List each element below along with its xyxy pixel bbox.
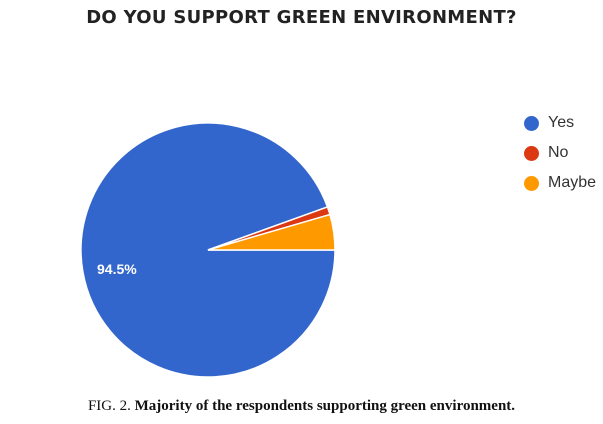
chart-legend: Yes No Maybe: [524, 108, 596, 198]
pie-slice-maybe[interactable]: [207, 213, 336, 251]
legend-item-yes[interactable]: Yes: [524, 108, 596, 138]
legend-label-no: No: [548, 144, 569, 161]
figure-caption: FIG. 2. Majority of the respondents supp…: [0, 398, 603, 415]
pie-slices: [80, 122, 336, 378]
legend-label-yes: Yes: [548, 114, 575, 131]
legend-label-maybe: Maybe: [548, 174, 597, 191]
legend-item-no[interactable]: No: [524, 138, 596, 168]
legend-swatch-maybe: [524, 175, 539, 191]
legend-swatch-yes: [524, 115, 539, 131]
figure-caption-text: Majority of the respondents supporting g…: [134, 398, 516, 414]
figure-caption-label: FIG. 2.: [87, 398, 131, 414]
legend-item-maybe[interactable]: Maybe: [524, 168, 596, 198]
pie-data-labels: 94.5%: [97, 261, 137, 277]
data-label-yes: 94.5%: [97, 261, 137, 277]
legend-swatch-no: [524, 145, 539, 161]
chart-title: DO YOU SUPPORT GREEN ENVIRONMENT?: [86, 7, 517, 28]
